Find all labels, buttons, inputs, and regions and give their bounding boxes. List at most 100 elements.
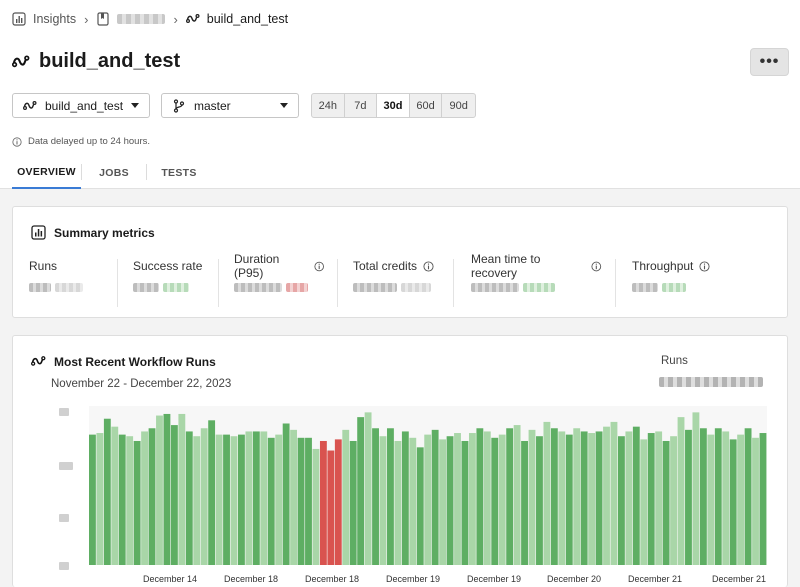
run-bar[interactable] [692,412,700,565]
run-bar[interactable] [431,429,439,565]
range-7d-button[interactable]: 7d [345,94,378,117]
run-bar[interactable] [141,431,148,565]
run-bar[interactable] [677,417,685,565]
run-bar[interactable] [267,437,275,565]
run-bar[interactable] [536,436,543,565]
run-bar[interactable] [714,428,722,565]
run-bar[interactable] [170,425,178,565]
info-icon[interactable] [591,261,602,272]
run-bar[interactable] [744,428,752,565]
breadcrumb-project-link[interactable] [117,14,166,24]
run-bar[interactable] [759,433,767,565]
run-bar[interactable] [468,433,476,565]
run-bar[interactable] [424,434,432,565]
run-bar[interactable] [722,431,730,565]
run-bar[interactable] [379,436,387,565]
run-bar[interactable] [163,413,171,565]
run-bar[interactable] [230,436,238,565]
run-bar[interactable] [603,426,610,565]
failed-run-bar[interactable] [334,439,342,565]
run-bar[interactable] [342,429,350,565]
range-30d-button[interactable]: 30d [377,94,410,117]
run-bar[interactable] [476,428,484,565]
run-bar[interactable] [416,447,424,565]
run-bar[interactable] [290,429,298,565]
run-bar[interactable] [364,412,372,565]
run-bar[interactable] [126,436,134,565]
run-bar[interactable] [357,417,365,565]
run-bar[interactable] [670,436,677,565]
run-bar[interactable] [238,434,245,565]
run-bar[interactable] [148,428,156,565]
run-bar[interactable] [565,434,573,565]
run-bar[interactable] [550,428,558,565]
run-bar[interactable] [595,431,603,565]
run-bar[interactable] [245,431,253,565]
run-bar[interactable] [521,440,528,565]
run-bar[interactable] [699,428,707,565]
run-bar[interactable] [632,426,640,565]
tab-tests[interactable]: TESTS [161,167,197,179]
run-bar[interactable] [617,436,625,565]
run-bar[interactable] [737,434,745,565]
run-bar[interactable] [215,434,223,565]
run-bar[interactable] [297,437,305,565]
info-icon[interactable] [423,260,434,272]
run-bar[interactable] [96,433,104,565]
run-bar[interactable] [640,439,648,565]
more-options-button[interactable]: ••• [750,48,789,76]
run-bar[interactable] [260,431,268,565]
run-bar[interactable] [625,431,633,565]
info-icon[interactable] [314,261,324,272]
run-bar[interactable] [185,431,193,565]
run-bar[interactable] [193,436,201,565]
run-bar[interactable] [223,434,230,565]
run-bar[interactable] [89,434,96,565]
breadcrumb-insights-link[interactable]: Insights [33,12,77,26]
run-bar[interactable] [103,418,111,565]
run-bar[interactable] [662,440,670,565]
tab-jobs[interactable]: JOBS [99,167,129,179]
run-bar[interactable] [461,440,469,565]
run-bar[interactable] [573,428,581,565]
run-bar[interactable] [610,421,618,565]
tab-overview[interactable]: OVERVIEW [12,157,81,189]
branch-select[interactable]: master [161,93,299,118]
run-bar[interactable] [543,421,551,565]
run-bar[interactable] [178,413,186,565]
run-bar[interactable] [528,429,536,565]
failed-run-bar[interactable] [327,450,335,565]
run-bar[interactable] [387,428,394,565]
run-bar[interactable] [483,431,491,565]
run-bar[interactable] [349,440,357,565]
run-bar[interactable] [409,437,417,565]
run-bar[interactable] [685,429,692,565]
range-24h-button[interactable]: 24h [312,94,345,117]
run-bar[interactable] [580,431,588,565]
run-bar[interactable] [133,440,141,565]
range-60d-button[interactable]: 60d [410,94,443,117]
run-bar[interactable] [506,428,514,565]
run-bar[interactable] [498,434,506,565]
run-bar[interactable] [446,436,454,565]
run-bar[interactable] [394,440,402,565]
run-bar[interactable] [208,420,216,565]
run-bar[interactable] [655,431,663,565]
run-bar[interactable] [491,437,499,565]
run-bar[interactable] [454,433,461,565]
run-bar[interactable] [118,434,126,565]
run-bar[interactable] [752,437,759,565]
info-icon[interactable] [699,260,710,272]
run-bar[interactable] [305,437,312,565]
run-bar[interactable] [439,439,447,565]
run-bar[interactable] [312,448,320,565]
run-bar[interactable] [156,415,163,565]
run-bar[interactable] [275,434,283,565]
workflow-select[interactable]: build_and_test [12,93,150,118]
run-bar[interactable] [200,428,208,565]
run-bar[interactable] [588,433,596,565]
run-bar[interactable] [401,431,409,565]
run-bar[interactable] [558,431,566,565]
run-bar[interactable] [111,426,119,565]
run-bar[interactable] [513,425,521,565]
